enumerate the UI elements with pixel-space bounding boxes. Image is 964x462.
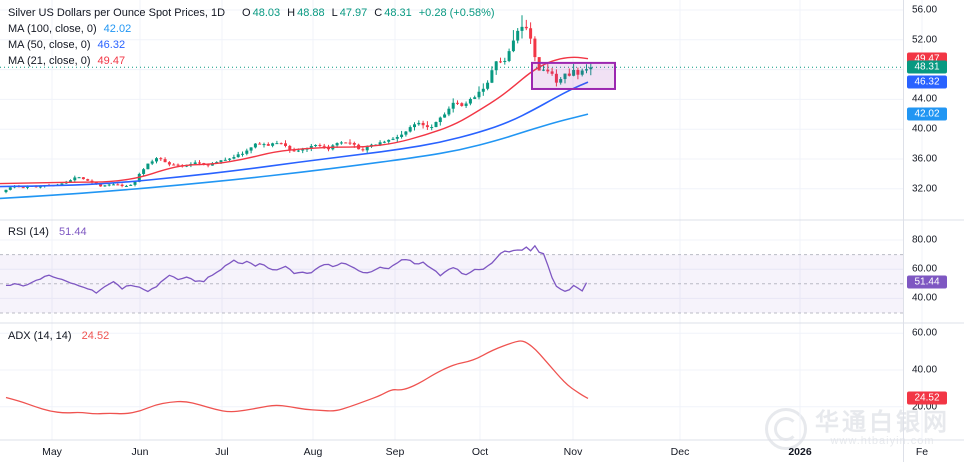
ma-100-row[interactable]: MA (100, close, 0) 42.02	[8, 21, 495, 37]
watermark: 华通白银网 www.htbaiyin.com	[765, 408, 950, 450]
time-axis-label: Aug	[303, 446, 323, 458]
time-axis-label: Dec	[670, 446, 690, 458]
rsi-axis-label: 60.00	[912, 263, 938, 275]
rsi-legend[interactable]: RSI (14) 51.44	[8, 226, 87, 238]
ohlc-open-value: 48.03	[252, 7, 281, 19]
ohlc-close-label: C	[374, 7, 383, 19]
ma-21-label: MA (21, close, 0)	[8, 55, 91, 67]
adx-label-text: ADX (14, 14)	[8, 330, 72, 342]
time-axis-label: May	[42, 446, 62, 458]
rsi-axis-label: 40.00	[912, 292, 938, 304]
rsi-value: 51.44	[59, 226, 87, 238]
time-axis-label: Jul	[215, 446, 229, 458]
watermark-site-url: www.htbaiyin.com	[830, 435, 935, 447]
symbol-title: Silver US Dollars per Ounce Spot Prices,…	[8, 7, 226, 19]
rsi-axis-badge: 51.44	[907, 275, 947, 289]
adx-axis-label: 40.00	[912, 364, 938, 376]
adx-axis-badge: 24.52	[907, 391, 947, 405]
time-axis-label: Oct	[471, 446, 489, 458]
ohlc-low-value: 47.97	[339, 7, 368, 19]
watermark-site-name: 华通白银网	[815, 409, 950, 436]
adx-value: 24.52	[81, 330, 110, 342]
time-axis-label: Jun	[131, 446, 149, 458]
ma-50-row[interactable]: MA (50, close, 0) 46.32	[8, 37, 495, 53]
ohlc-close-value: 48.31	[384, 7, 412, 19]
ma-21-line	[0, 56, 589, 185]
time-axis-label: Fe	[915, 446, 929, 458]
price-axis-label: 36.00	[912, 153, 938, 165]
rsi-line	[6, 244, 588, 294]
ohlc-open-label: O	[242, 7, 251, 19]
rsi-label-text: RSI (14)	[8, 226, 49, 238]
time-axis-label: Sep	[385, 446, 405, 458]
price-axis-label: 52.00	[912, 34, 938, 46]
ma-50-label: MA (50, close, 0)	[8, 39, 91, 51]
time-axis-label: Nov	[563, 446, 583, 458]
price-axis-badge: 42.02	[907, 107, 947, 121]
time-axis-label: 2026	[788, 446, 812, 458]
ohlc-low-label: L	[331, 7, 338, 19]
price-axis-label: 32.00	[912, 183, 938, 195]
price-axis-label: 40.00	[912, 123, 938, 135]
ma-100-line	[0, 113, 589, 200]
ma-21-row[interactable]: MA (21, close, 0) 49.47	[8, 53, 495, 69]
price-axis-label: 44.00	[912, 93, 938, 105]
legend: Silver US Dollars per Ounce Spot Prices,…	[8, 5, 495, 69]
symbol-row[interactable]: Silver US Dollars per Ounce Spot Prices,…	[8, 5, 495, 21]
adx-legend[interactable]: ADX (14, 14) 24.52	[8, 330, 109, 342]
price-axis-badge: 48.31	[907, 60, 947, 74]
adx-axis-label: 20.00	[912, 401, 938, 413]
rsi-axis-label: 80.00	[912, 234, 938, 246]
adx-axis-label: 60.00	[912, 327, 938, 339]
price-axis-label: 56.00	[912, 4, 938, 16]
ma-100-label: MA (100, close, 0)	[8, 23, 97, 35]
ma-21-value: 49.47	[97, 55, 126, 67]
ma-100-value: 42.02	[103, 23, 132, 35]
ohlc-high-label: H	[287, 7, 296, 19]
consolidation-box-drawing[interactable]	[531, 61, 616, 90]
ohlc-high-value: 48.88	[297, 7, 325, 19]
change-value: +0.28 (+0.58%)	[418, 7, 495, 19]
ma-50-value: 46.32	[97, 39, 126, 51]
price-axis-badge: 46.32	[907, 75, 947, 89]
ma-50-line	[0, 81, 589, 188]
adx-line	[5, 340, 589, 415]
